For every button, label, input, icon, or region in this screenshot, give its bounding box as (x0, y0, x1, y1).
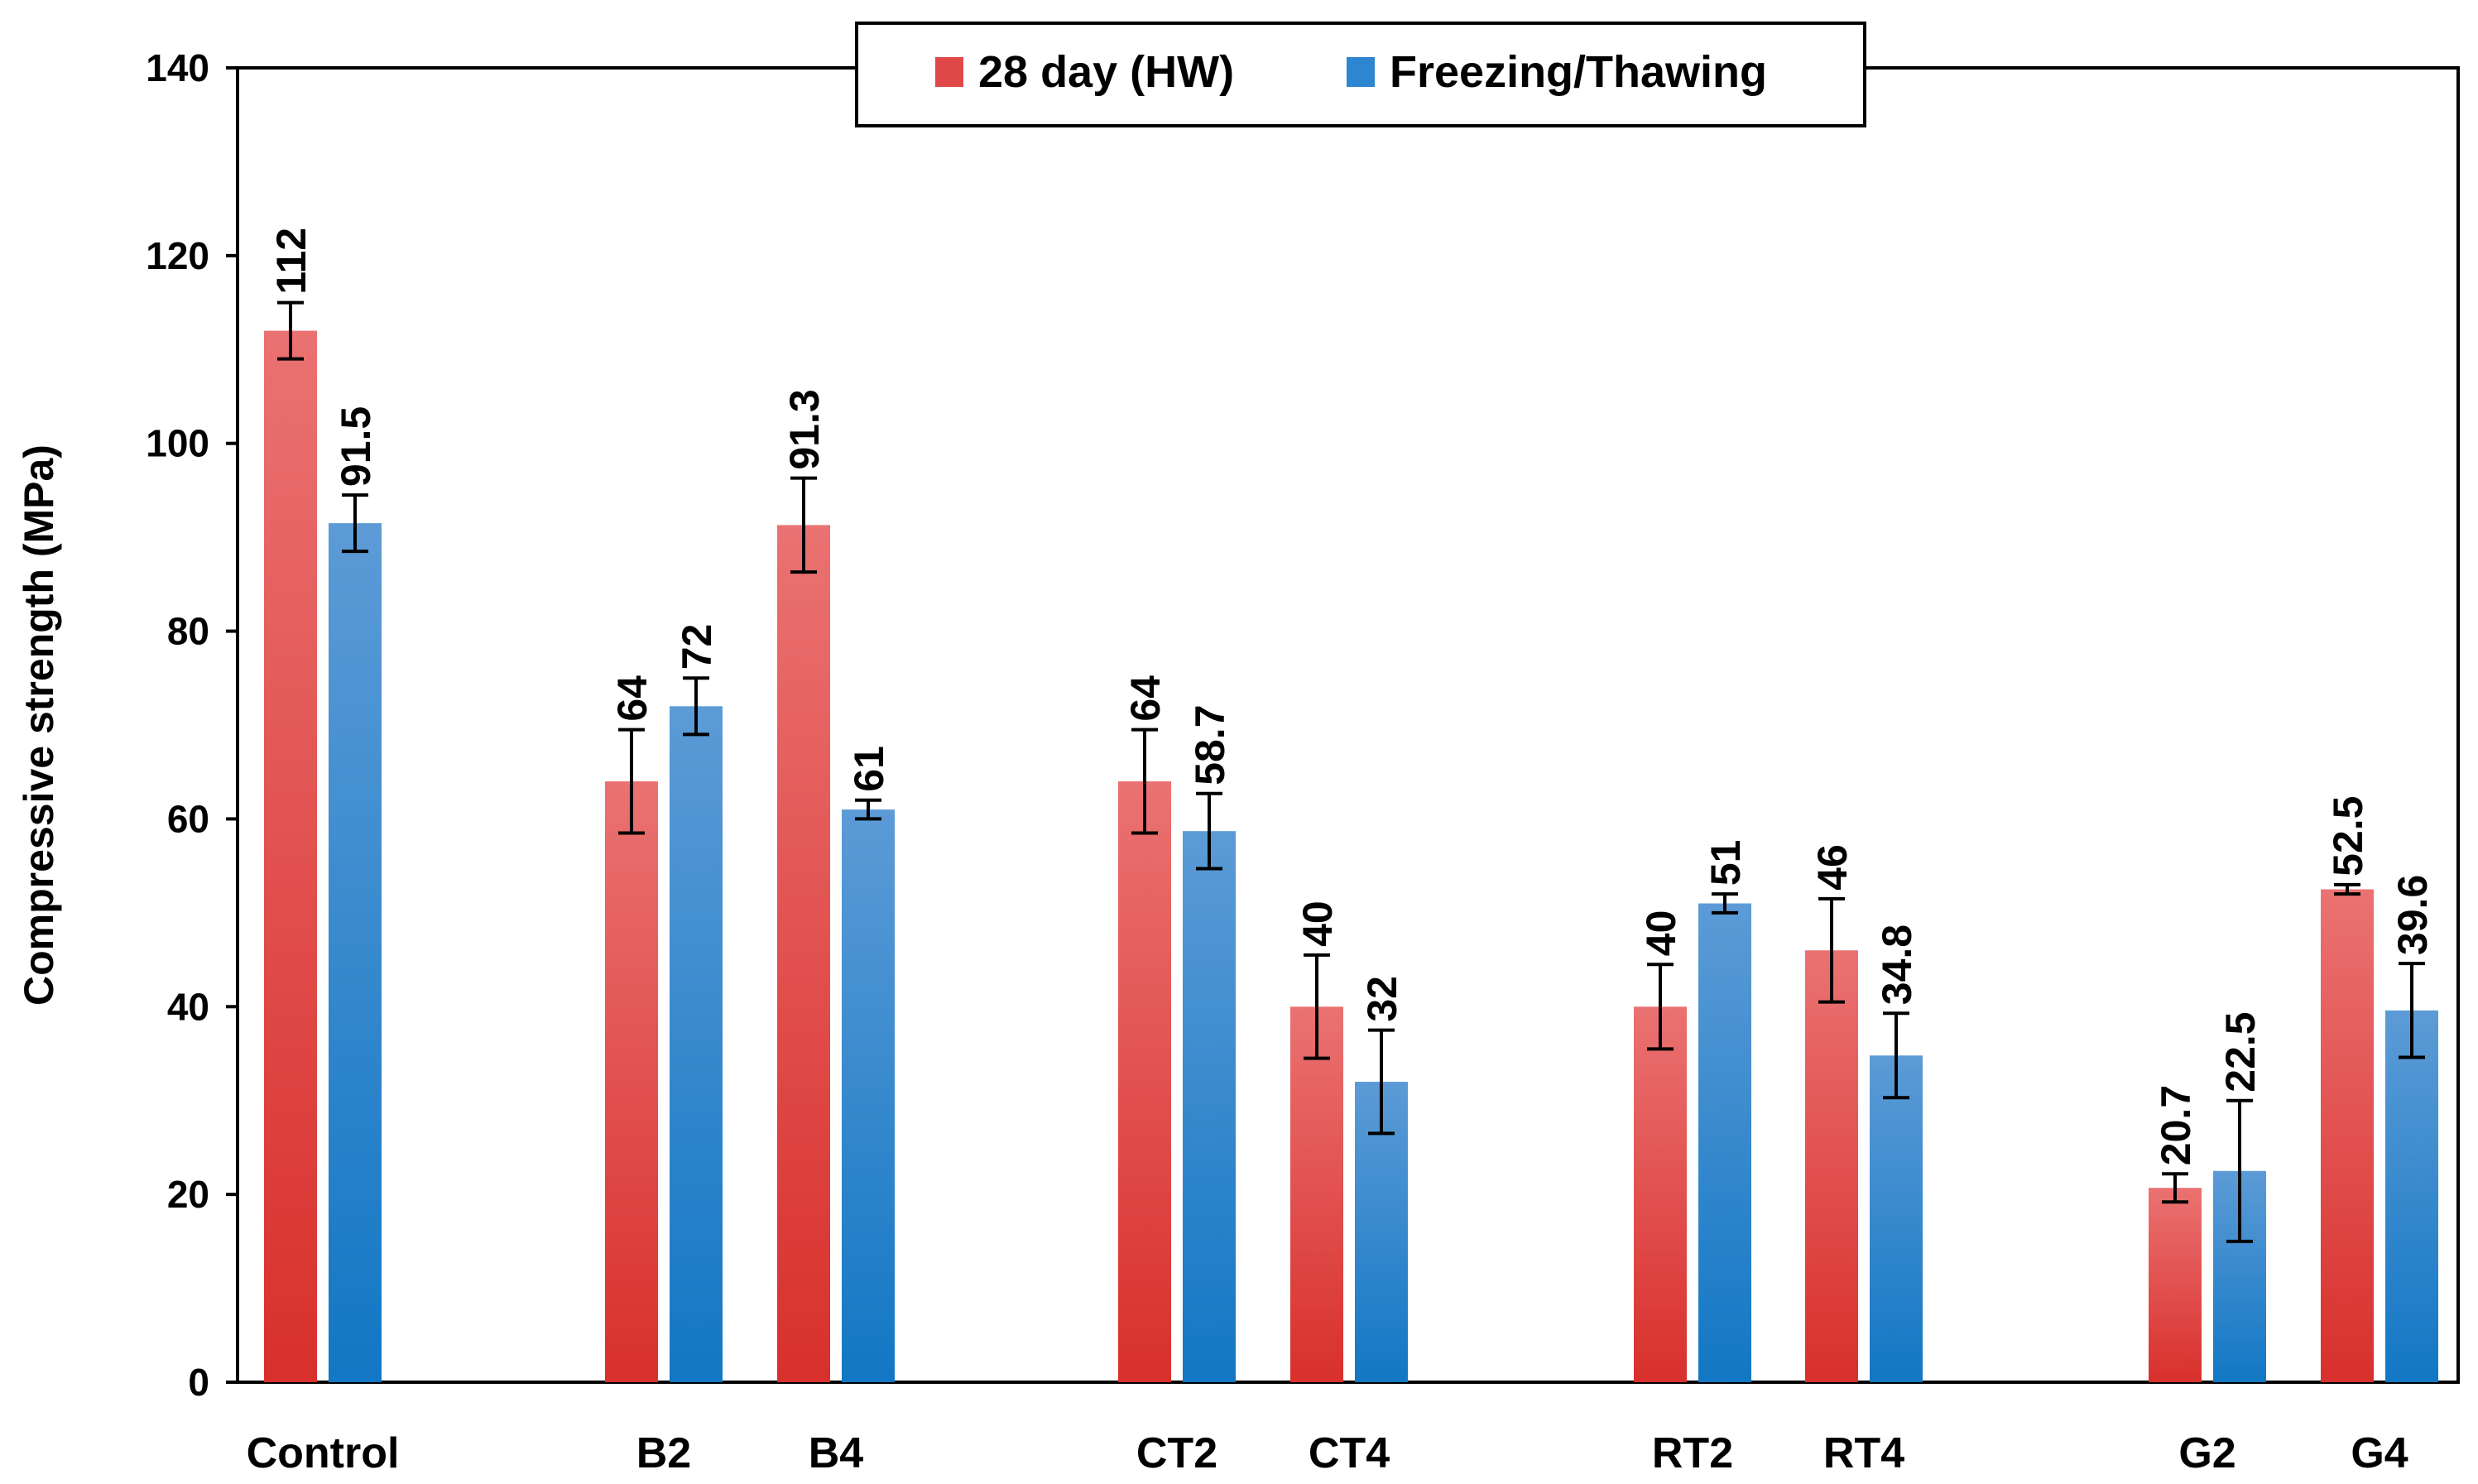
data-label: 39.6 (2389, 875, 2436, 955)
legend-swatch-28-day (935, 57, 963, 87)
x-category-label: B4 (809, 1429, 864, 1477)
bar-28-day-ct2 (1118, 781, 1171, 1382)
y-tick-label: 140 (146, 46, 209, 89)
y-axis: 0 20 40 60 80 100 120 140 (146, 46, 238, 1404)
bar-28-day-b2 (605, 781, 658, 1382)
data-label: 34.8 (1874, 924, 1920, 1005)
y-tick-label: 80 (167, 610, 209, 653)
data-label: 46 (1809, 844, 1856, 891)
bar-28-day-g2 (2149, 1188, 2202, 1382)
data-label: 51 (1702, 840, 1749, 886)
y-tick-label: 0 (188, 1361, 209, 1404)
y-tick-label: 20 (167, 1173, 209, 1216)
y-axis-title: Compressive strength (MPa) (16, 444, 62, 1006)
y-tick-label: 60 (167, 797, 209, 840)
bar-freezing-thawing-ct2 (1183, 831, 1236, 1382)
bar-28-day-g4 (2321, 889, 2374, 1382)
x-category-label: RT2 (1652, 1429, 1733, 1477)
y-tick-label: 100 (146, 422, 209, 465)
bar-28-day-rt2 (1634, 1006, 1687, 1382)
data-label: 91.3 (781, 389, 828, 469)
y-tick-label: 120 (146, 234, 209, 277)
data-label: 22.5 (2217, 1011, 2264, 1092)
bar-freezing-thawing-rt4 (1870, 1055, 1923, 1382)
bar-freezing-thawing-rt2 (1698, 903, 1751, 1382)
data-label: 20.7 (2153, 1085, 2199, 1165)
y-tick-label: 40 (167, 985, 209, 1028)
data-label: 40 (1638, 910, 1684, 957)
x-category-label: G2 (2178, 1429, 2235, 1477)
data-label: 58.7 (1187, 704, 1233, 785)
data-label: 64 (1122, 675, 1169, 722)
bar-28-day-rt4 (1805, 950, 1858, 1382)
x-axis-labels: Control B2 B4 CT2 CT4 RT2 RT4 G2 G4 (247, 1429, 2408, 1477)
bar-freezing-thawing-g4 (2385, 1010, 2438, 1382)
data-labels: 112 91.5 64 72 91.3 61 64 58.7 40 32 40 51 46 34.8 20.… (268, 228, 2436, 1165)
x-category-label: RT4 (1823, 1429, 1904, 1477)
data-label: 91.5 (333, 406, 379, 487)
bar-freezing-thawing-b2 (670, 706, 723, 1382)
bars (264, 330, 2438, 1383)
x-category-label: B2 (636, 1429, 691, 1477)
data-label: 72 (674, 624, 720, 670)
bar-28-day-control (264, 330, 317, 1383)
bar-freezing-thawing-b4 (842, 809, 895, 1382)
x-category-label: Control (247, 1429, 400, 1477)
bar-28-day-ct4 (1290, 1006, 1343, 1382)
error-bars (277, 300, 2425, 1243)
x-category-label: CT2 (1136, 1429, 1217, 1477)
data-label: 52.5 (2325, 796, 2371, 876)
data-label: 64 (609, 675, 656, 722)
x-category-label: CT4 (1309, 1429, 1390, 1477)
legend: 28 day (HW) Freezing/Thawing (855, 22, 1866, 127)
plot-area-frame (236, 66, 2460, 1384)
legend-label-freezing-thawing: Freezing/Thawing (1390, 47, 1767, 97)
data-label: 112 (268, 228, 315, 295)
data-label: 40 (1294, 900, 1341, 947)
data-label: 32 (1359, 976, 1405, 1022)
legend-swatch-freezing-thawing (1347, 57, 1375, 87)
data-label: 61 (846, 746, 892, 792)
bar-freezing-thawing-control (329, 523, 382, 1382)
x-category-label: G4 (2351, 1429, 2408, 1477)
legend-label-28-day: 28 day (HW) (978, 47, 1234, 97)
bar-28-day-b4 (777, 525, 830, 1382)
